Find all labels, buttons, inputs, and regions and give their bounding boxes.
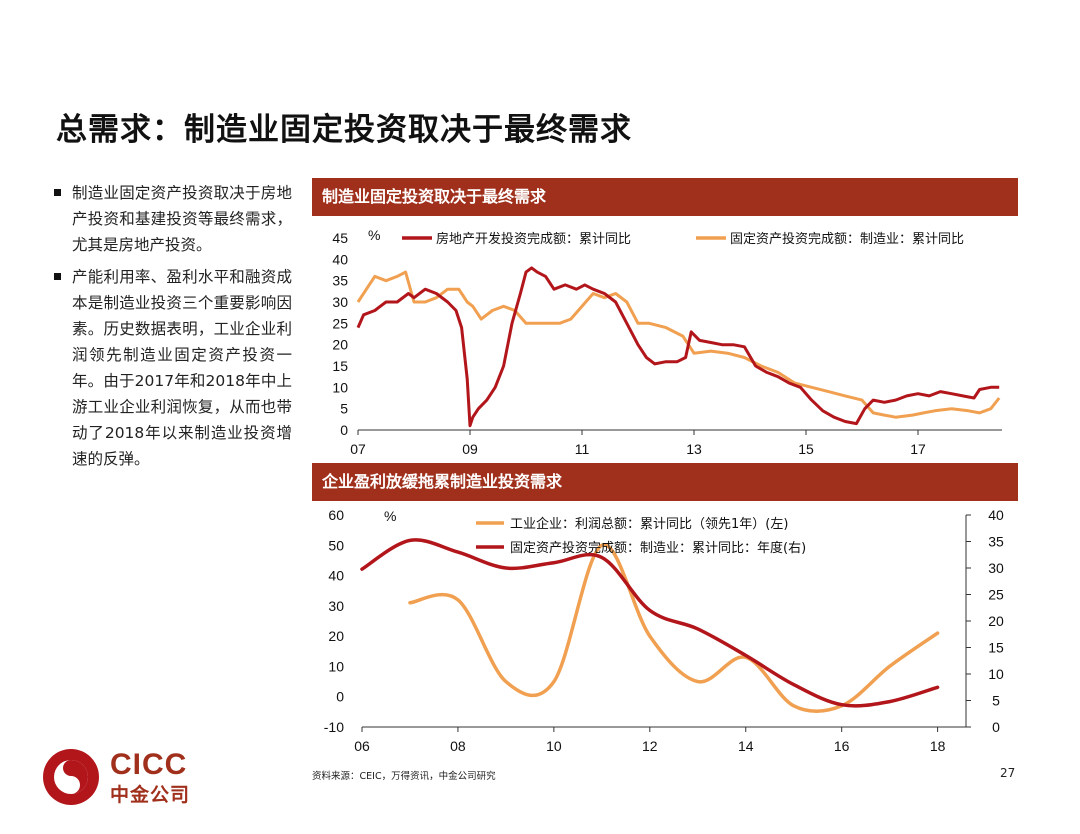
y-left-tick-label: 20 — [328, 628, 344, 644]
page-title: 总需求：制造业固定投资取决于最终需求 — [56, 112, 632, 148]
series-line — [356, 270, 1001, 419]
legend-label: 工业企业：利润总额：累计同比（领先1年）(左) — [510, 516, 788, 532]
y-right-tick-label: 35 — [988, 534, 1004, 550]
bullet-square-icon — [54, 273, 61, 280]
x-tick-label: 16 — [834, 738, 850, 754]
sidebar-text: 制造业固定资产投资取决于房地产投资和基建投资等最终需求，尤其是房地产投资。 产能… — [52, 180, 292, 478]
y-left-tick-label: 0 — [336, 689, 344, 705]
x-tick-label: 13 — [686, 441, 702, 457]
chart2-plot: -10 0 10 20 30 40 50 60 0 5 10 15 20 25 30 35 40 06 08 10 12… — [324, 507, 1004, 754]
y-tick-label: 45 — [332, 230, 348, 246]
source-note: 资料来源：CEIC，万得资讯，中金公司研究 — [312, 771, 496, 782]
legend-label: 房地产开发投资完成额：累计同比 — [436, 231, 631, 247]
y-tick-label: 20 — [332, 337, 348, 353]
y-tick-label: 5 — [340, 401, 348, 417]
bullet-text: 制造业固定资产投资取决于房地产投资和基建投资等最终需求，尤其是房地产投资。 — [72, 184, 292, 254]
y-right-tick-label: 20 — [988, 613, 1004, 629]
y-tick-label: 15 — [332, 358, 348, 374]
bullet-square-icon — [54, 189, 61, 196]
y-left-tick-label: 60 — [328, 507, 344, 523]
logo-text-en: CICC — [110, 748, 188, 781]
x-tick-label: 07 — [350, 441, 366, 457]
legend-label: 固定资产投资完成额：制造业：累计同比 — [730, 231, 964, 247]
x-tick-label: 10 — [546, 738, 562, 754]
bullet-item: 制造业固定资产投资取决于房地产投资和基建投资等最终需求，尤其是房地产投资。 — [52, 180, 292, 258]
series-line — [360, 538, 940, 708]
y-left-tick-label: 30 — [328, 598, 344, 614]
y-right-tick-label: 15 — [988, 640, 1004, 656]
y-axis-unit: % — [384, 508, 396, 524]
y-left-tick-label: -10 — [324, 719, 344, 735]
y-tick-label: 35 — [332, 273, 348, 289]
cicc-logo-icon — [43, 749, 99, 805]
x-tick-label: 15 — [798, 441, 814, 457]
legend-label: 固定资产投资完成额：制造业：累计同比：年度(右) — [510, 540, 806, 556]
y-tick-label: 25 — [332, 315, 348, 331]
x-tick-label: 08 — [450, 738, 466, 754]
x-tick-label: 06 — [354, 738, 370, 754]
y-axis-unit: % — [368, 227, 380, 243]
bullet-text: 产能利用率、盈利水平和融资成本是制造业投资三个重要影响因素。历史数据表明，工业企… — [72, 268, 292, 468]
x-tick-label: 09 — [462, 441, 478, 457]
y-tick-label: 0 — [340, 422, 348, 438]
y-right-tick-label: 10 — [988, 666, 1004, 682]
x-tick-label: 18 — [930, 738, 946, 754]
y-tick-label: 40 — [332, 251, 348, 267]
y-right-tick-label: 25 — [988, 587, 1004, 603]
page-number: 27 — [1000, 766, 1016, 780]
logo-text-cn: 中金公司 — [110, 784, 191, 806]
x-tick-label: 17 — [910, 441, 926, 457]
y-left-tick-label: 10 — [328, 658, 344, 674]
y-right-tick-label: 5 — [992, 693, 1000, 709]
y-right-tick-label: 30 — [988, 560, 1004, 576]
series-line — [356, 266, 1000, 428]
chart1-title: 制造业固定投资取决于最终需求 — [312, 178, 1018, 216]
y-tick-label: 10 — [332, 379, 348, 395]
y-left-tick-label: 50 — [328, 537, 344, 553]
y-tick-label: 30 — [332, 294, 348, 310]
x-tick-label: 12 — [642, 738, 658, 754]
chart2-title: 企业盈利放缓拖累制造业投资需求 — [312, 463, 1018, 501]
chart1-plot: 0 5 10 15 20 25 30 35 40 45 07 09 11 13 15 17% 房地产开发投资完成… — [332, 227, 1002, 457]
y-right-tick-label: 0 — [992, 719, 1000, 735]
bullet-item: 产能利用率、盈利水平和融资成本是制造业投资三个重要影响因素。历史数据表明，工业企… — [52, 264, 292, 472]
y-left-tick-label: 40 — [328, 568, 344, 584]
x-tick-label: 11 — [575, 441, 590, 457]
x-tick-label: 14 — [738, 738, 754, 754]
series-line — [408, 543, 940, 714]
y-right-tick-label: 40 — [988, 507, 1004, 523]
